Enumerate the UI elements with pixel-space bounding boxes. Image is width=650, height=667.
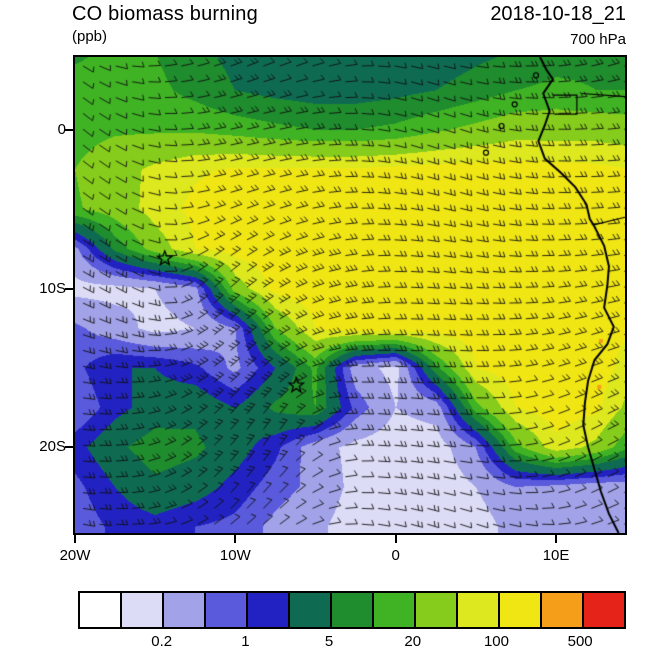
pressure-level-label: 700 hPa [570, 31, 626, 48]
y-axis-tickmark [65, 287, 73, 290]
datetime-label: 2018-10-18_21 [490, 3, 626, 25]
page-title: CO biomass burning [72, 3, 258, 25]
colorbar-cell [458, 593, 500, 627]
colorbar-label: 1 [241, 633, 250, 650]
colorbar-cell [584, 593, 624, 627]
colorbar-cell [332, 593, 374, 627]
colorbar-cell [248, 593, 290, 627]
colorbar-cell [80, 593, 122, 627]
x-axis-tickmark [74, 535, 76, 543]
units-label: (ppb) [72, 28, 108, 45]
x-axis-tick-label: 10E [542, 547, 570, 564]
y-axis-tickmark [65, 128, 73, 131]
colorbar-cell [542, 593, 584, 627]
y-axis-tick-label: 10S [39, 279, 66, 297]
x-axis-tick-label: 0 [391, 547, 400, 564]
colorbar-cell [416, 593, 458, 627]
x-axis-tick-label: 20W [59, 547, 91, 564]
colorbar-label: 500 [567, 633, 593, 650]
colorbar-cell [374, 593, 416, 627]
colorbar-label: 0.2 [151, 633, 173, 650]
colorbar [78, 591, 626, 629]
y-axis-tick-label: 0 [57, 120, 66, 138]
map-plot-frame [73, 55, 627, 535]
colorbar-cell [290, 593, 332, 627]
colorbar-label: 100 [483, 633, 509, 650]
map-canvas [75, 57, 625, 533]
x-axis-tick-label: 10W [219, 547, 251, 564]
y-axis-tickmark [65, 446, 73, 449]
colorbar-label: 5 [324, 633, 334, 650]
colorbar-cell [206, 593, 248, 627]
colorbar-label: 20 [404, 633, 422, 650]
colorbar-cell [500, 593, 542, 627]
x-axis-tickmark [394, 535, 397, 543]
x-axis-tickmark [555, 535, 558, 543]
x-axis-tickmark [234, 535, 237, 543]
colorbar-cell [164, 593, 206, 627]
colorbar-cell [122, 593, 164, 627]
y-axis-tick-label: 20S [39, 438, 66, 456]
